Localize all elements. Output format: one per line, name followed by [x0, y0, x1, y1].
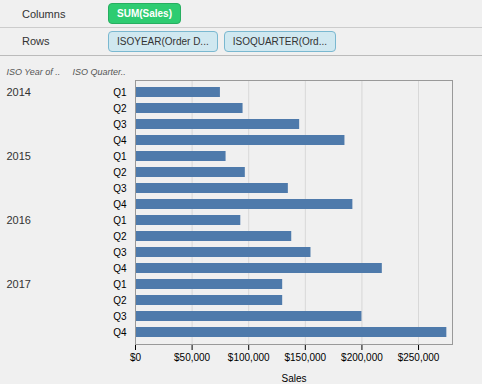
svg-text:Q4: Q4 [113, 199, 127, 210]
svg-text:2015: 2015 [7, 150, 31, 162]
svg-text:Q1: Q1 [113, 215, 127, 226]
html-text:Rows: Rows [22, 35, 50, 47]
html-text:ISOYEAR(Order D...: ISOYEAR(Order D... [117, 35, 209, 47]
html-text:ISOQUARTER(Ord...: ISOQUARTER(Ord... [232, 35, 327, 47]
svg-text:Q2: Q2 [113, 295, 127, 306]
svg-text:$0: $0 [130, 352, 142, 363]
svg-text:ISO Quarter..: ISO Quarter.. [73, 67, 126, 77]
svg-text:$150,000: $150,000 [284, 352, 326, 363]
svg-text:Q3: Q3 [113, 311, 127, 322]
html-text:Columns: Columns [22, 7, 66, 20]
html-text:SUM(Sales): SUM(Sales) [117, 8, 172, 19]
svg-text:$50,000: $50,000 [174, 352, 211, 363]
svg-text:2014: 2014 [7, 86, 31, 98]
svg-text:2016: 2016 [7, 214, 31, 226]
svg-text:Q2: Q2 [113, 231, 127, 242]
svg-text:2017: 2017 [7, 278, 31, 290]
svg-text:Q4: Q4 [113, 263, 127, 274]
svg-text:Q3: Q3 [113, 183, 127, 194]
svg-text:Q1: Q1 [113, 279, 127, 290]
svg-text:$200,000: $200,000 [341, 352, 383, 363]
svg-text:ISO Year of ..: ISO Year of .. [7, 67, 61, 77]
svg-text:Q2: Q2 [113, 167, 127, 178]
svg-text:$100,000: $100,000 [228, 352, 270, 363]
svg-text:Q4: Q4 [113, 135, 127, 146]
svg-text:Q2: Q2 [113, 103, 127, 114]
svg-text:Q4: Q4 [113, 327, 127, 338]
svg-text:$250,000: $250,000 [398, 352, 440, 363]
svg-text:Q1: Q1 [113, 151, 127, 162]
svg-text:Q1: Q1 [113, 87, 127, 98]
svg-text:Q3: Q3 [113, 119, 127, 130]
svg-text:Sales: Sales [281, 373, 306, 384]
svg-text:Q3: Q3 [113, 247, 127, 258]
